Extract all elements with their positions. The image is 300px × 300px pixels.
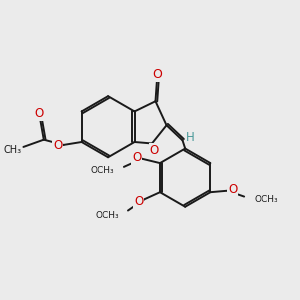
Text: OCH₃: OCH₃ [91,166,115,175]
Text: CH₃: CH₃ [3,146,21,155]
Text: O: O [134,195,143,208]
Text: O: O [53,139,62,152]
Text: O: O [34,107,44,120]
Text: OCH₃: OCH₃ [95,211,119,220]
Text: O: O [152,68,162,81]
Text: OCH₃: OCH₃ [254,195,278,204]
Text: O: O [132,151,141,164]
Text: O: O [150,144,159,157]
Text: H: H [186,131,195,144]
Text: O: O [228,183,237,196]
